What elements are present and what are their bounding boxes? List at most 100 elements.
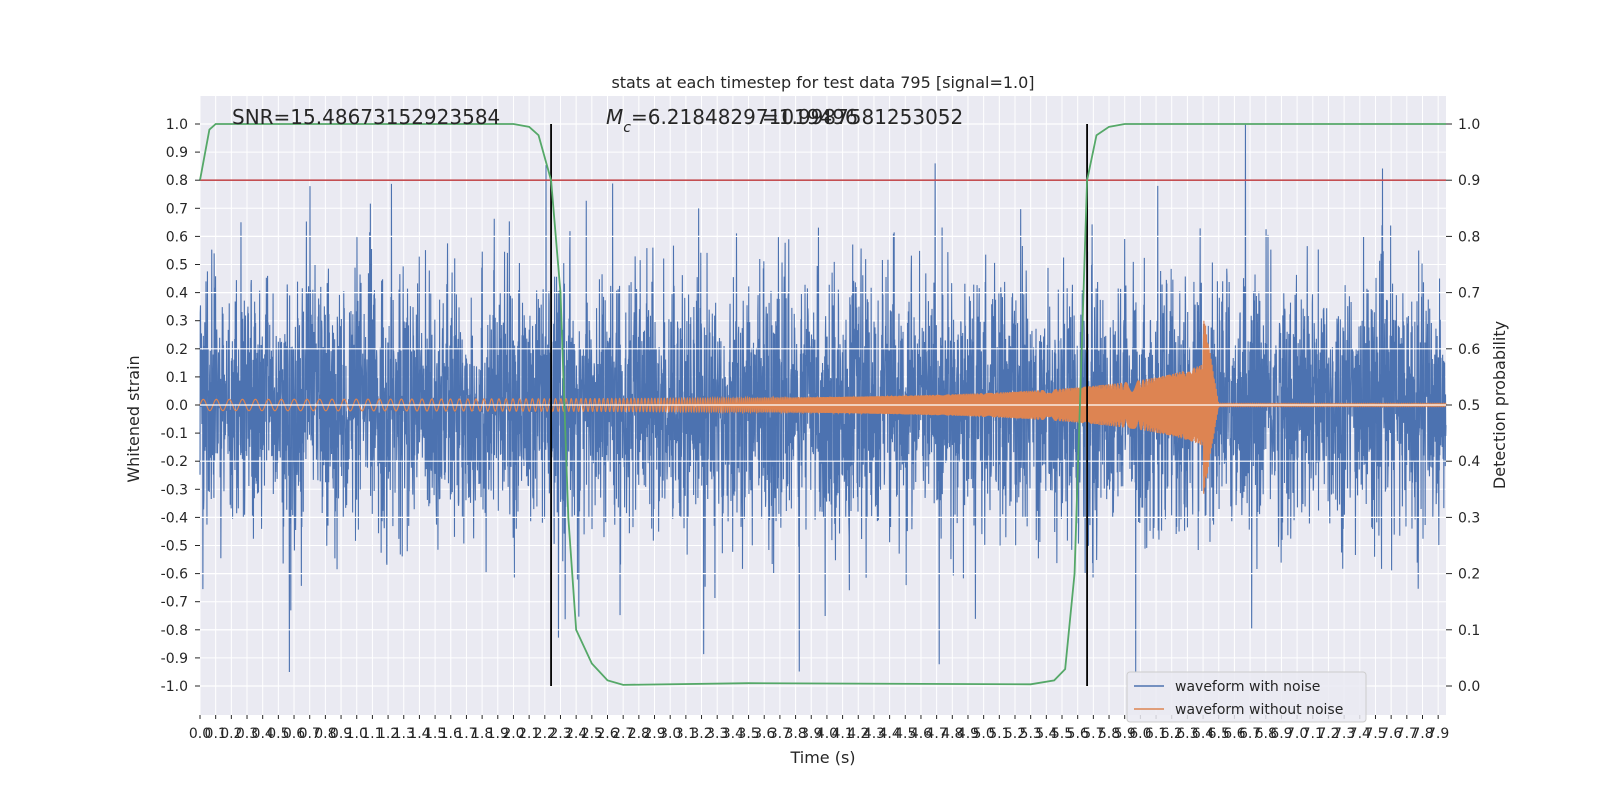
y2-tick-label: 0.3 <box>1458 510 1480 526</box>
x-tick-label: 4.4 <box>878 726 900 742</box>
x-tick-label: 6.4 <box>1192 726 1214 742</box>
y-tick-label: -0.8 <box>161 623 188 639</box>
x-tick-label: 4.5 <box>894 726 916 742</box>
x-tick-label: 2.0 <box>502 726 524 742</box>
snr-annotation: SNR=15.48673152923584 <box>232 105 500 129</box>
y2-tick-label: 0.7 <box>1458 286 1480 302</box>
x-tick-label: 3.9 <box>800 726 822 742</box>
x-tick-label: 1.1 <box>361 726 383 742</box>
x-tick-label: 1.0 <box>346 726 368 742</box>
legend-label-clean: waveform without noise <box>1175 702 1343 718</box>
y-tick-label: 0.2 <box>166 342 188 358</box>
x-tick-label: 5.5 <box>1051 726 1073 742</box>
x-tick-label: 6.9 <box>1270 726 1292 742</box>
y2-tick-label: 0.4 <box>1458 454 1480 470</box>
x-tick-label: 0.6 <box>283 726 305 742</box>
x-tick-label: 0.8 <box>314 726 336 742</box>
x-tick-label: 3.5 <box>737 726 759 742</box>
x-tick-label: 1.3 <box>393 726 415 742</box>
y2-tick-label: 0.2 <box>1458 567 1480 583</box>
x-tick-label: 4.7 <box>925 726 947 742</box>
y-tick-label: 1.0 <box>166 117 188 133</box>
y-tick-label: 0.9 <box>166 145 188 161</box>
x-tick-label: 5.2 <box>1004 726 1026 742</box>
chart-title: stats at each timestep for test data 795… <box>611 73 1034 92</box>
y-tick-label: -0.9 <box>161 651 188 667</box>
x-tick-label: 4.3 <box>863 726 885 742</box>
x-tick-label: 5.8 <box>1098 726 1120 742</box>
y-tick-label: 0.7 <box>166 201 188 217</box>
y-tick-label: -0.3 <box>161 482 188 498</box>
x-tick-label: 4.2 <box>847 726 869 742</box>
legend-box <box>1126 671 1367 723</box>
legend-label-noise: waveform with noise <box>1175 679 1320 695</box>
x-tick-label: 5.9 <box>1114 726 1136 742</box>
x-tick-label: 5.7 <box>1082 726 1104 742</box>
x-tick-label: 4.6 <box>910 726 932 742</box>
y2-tick-label: 0.1 <box>1458 623 1480 639</box>
x-tick-label: 7.4 <box>1349 726 1371 742</box>
y-tick-labels: 1.0 0.9 0.8 0.7 0.6 0.5 0.4 0.3 0.2 0.1 0.0 -0.1 -0.… <box>161 117 200 695</box>
x-tick-label: 6.2 <box>1161 726 1183 742</box>
x-tick-label: 0.4 <box>252 726 274 742</box>
y-tick-label: -0.7 <box>161 595 188 611</box>
x-tick-label: 7.3 <box>1333 726 1355 742</box>
x-tick-label: 5.4 <box>1035 726 1057 742</box>
x-tick-label: 5.6 <box>1067 726 1089 742</box>
x-tick-label: 2.4 <box>565 726 587 742</box>
x-tick-label: 3.3 <box>706 726 728 742</box>
x-tick-label: 7.0 <box>1286 726 1308 742</box>
x-tick-label: 0.7 <box>299 726 321 742</box>
x-tick-label: 2.3 <box>549 726 571 742</box>
x-axis-label: Time (s) <box>789 748 855 767</box>
y-tick-label: -0.6 <box>161 567 188 583</box>
x-tick-label: 6.8 <box>1255 726 1277 742</box>
x-tick-label: 0.9 <box>330 726 352 742</box>
y-tick-label: 0.3 <box>166 314 188 330</box>
x-tick-label: 4.0 <box>816 726 838 742</box>
x-tick-label: 0.5 <box>267 726 289 742</box>
x-tick-label: 7.7 <box>1396 726 1418 742</box>
x-tick-label: 0.1 <box>205 726 227 742</box>
mc-overlap-annotation: =1.9987581253052 <box>762 105 963 129</box>
x-tick-label: 2.6 <box>596 726 618 742</box>
x-tick-label: 5.3 <box>1020 726 1042 742</box>
series-waveform-with-noise <box>199 123 1447 672</box>
y-tick-label: 0.6 <box>166 229 188 245</box>
x-tick-label: 6.3 <box>1176 726 1198 742</box>
y-tick-label: 0.1 <box>166 370 188 386</box>
x-tick-label: 3.2 <box>690 726 712 742</box>
x-tick-label: 7.9 <box>1427 726 1449 742</box>
y2-tick-label: 0.5 <box>1458 398 1480 414</box>
x-tick-label: 1.4 <box>408 726 430 742</box>
x-tick-label: 6.7 <box>1239 726 1261 742</box>
detection-probability-line <box>199 123 1446 686</box>
x-tick-label: 0.0 <box>189 726 211 742</box>
x-tick-label: 5.1 <box>988 726 1010 742</box>
x-tick-label: 1.7 <box>455 726 477 742</box>
y-tick-label: 0.0 <box>166 398 188 414</box>
x-tick-label: 7.2 <box>1317 726 1339 742</box>
series-waveform-without-noise <box>199 320 1447 494</box>
x-tick-label: 0.2 <box>220 726 242 742</box>
y-tick-label: 0.5 <box>166 258 188 274</box>
clean-waveform-line <box>199 320 1447 494</box>
x-tick-label: 3.6 <box>753 726 775 742</box>
vertical-markers <box>550 124 1088 686</box>
x-tick-label: 2.7 <box>612 726 634 742</box>
y2-axis-label: Detection probability <box>1490 321 1509 489</box>
x-tick-label: 2.1 <box>518 726 540 742</box>
x-tick-label: 1.9 <box>487 726 509 742</box>
y-tick-label: -1.0 <box>161 679 188 695</box>
x-tick-label: 3.0 <box>659 726 681 742</box>
y-tick-label: -0.2 <box>161 454 188 470</box>
y-tick-label: -0.4 <box>161 510 188 526</box>
legend: waveform with noise waveform without noi… <box>1126 671 1367 723</box>
x-tick-label: 6.6 <box>1223 726 1245 742</box>
x-tick-label: 7.5 <box>1364 726 1386 742</box>
x-tick-label: 7.8 <box>1411 726 1433 742</box>
x-tick-label: 5.0 <box>973 726 995 742</box>
x-tick-label: 2.8 <box>628 726 650 742</box>
x-tick-label: 3.4 <box>722 726 744 742</box>
